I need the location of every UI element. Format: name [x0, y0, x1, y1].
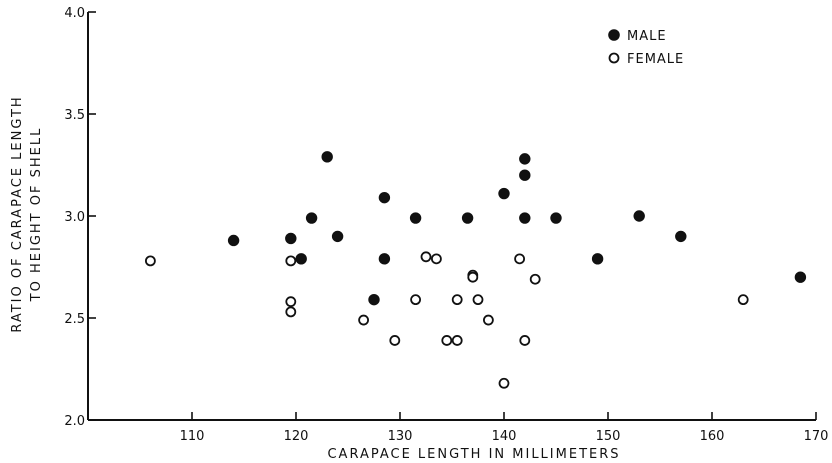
- legend: MALE FEMALE: [608, 29, 684, 67]
- point-male: [519, 153, 531, 165]
- point-male: [331, 230, 344, 243]
- legend-marker-female: [608, 52, 620, 64]
- x-tick-label: 140: [492, 429, 517, 444]
- x-tick-label: 160: [700, 429, 725, 444]
- point-female: [358, 314, 370, 326]
- point-female: [420, 251, 432, 263]
- legend-label-male: MALE: [627, 29, 667, 44]
- point-female: [144, 255, 156, 267]
- point-male: [794, 271, 807, 283]
- point-male: [368, 293, 380, 306]
- point-male: [498, 187, 510, 200]
- point-male: [675, 230, 687, 243]
- point-male: [633, 210, 645, 222]
- point-female: [472, 294, 484, 306]
- point-female: [389, 335, 401, 346]
- point-female: [514, 253, 525, 265]
- x-tick-label: 130: [388, 429, 413, 444]
- point-male: [227, 234, 240, 247]
- point-female: [430, 253, 442, 265]
- point-female: [285, 255, 297, 267]
- point-male: [285, 232, 297, 245]
- point-male: [321, 151, 333, 163]
- point-female: [737, 294, 749, 306]
- point-male: [591, 253, 604, 265]
- point-male: [519, 169, 531, 181]
- y-tick-label: 3.5: [64, 108, 85, 123]
- x-tick-label: 170: [804, 429, 829, 444]
- point-female: [467, 271, 479, 283]
- point-female: [529, 273, 541, 285]
- x-tick-label: 150: [596, 429, 621, 444]
- point-male: [461, 212, 474, 224]
- x-axis-title: CARAPACE LENGTH IN MILLIMETERS: [327, 447, 620, 462]
- y-axis-title: RATIO OF CARAPACE LENGTH TO HEIGHT OF SH…: [10, 95, 44, 332]
- y-tick-label: 2.5: [64, 312, 85, 327]
- point-male: [519, 212, 531, 224]
- y-axis-title-line-1: RATIO OF CARAPACE LENGTH: [10, 95, 25, 332]
- point-female: [451, 294, 463, 306]
- y-tick-label: 4.0: [64, 6, 85, 21]
- point-male: [295, 253, 307, 265]
- y-axis-title-line-2: TO HEIGHT OF SHELL: [29, 127, 44, 303]
- point-female: [482, 314, 494, 326]
- legend-marker-male: [608, 29, 620, 41]
- y-tick-label: 3.0: [64, 210, 85, 225]
- ticks: 110 120 130 140 150 160 170 2.0 2.5 3.0 3.5 4.0: [64, 6, 828, 444]
- point-male: [378, 191, 391, 204]
- y-tick-label: 2.0: [64, 414, 85, 429]
- point-female: [441, 335, 453, 346]
- legend-label-female: FEMALE: [627, 52, 684, 67]
- point-female: [285, 306, 297, 318]
- point-female: [285, 296, 297, 308]
- point-male: [550, 212, 562, 224]
- point-female: [498, 377, 510, 389]
- point-female: [410, 294, 422, 306]
- point-male: [378, 253, 391, 265]
- axes: [87, 12, 816, 421]
- point-female: [519, 335, 531, 346]
- x-tick-label: 110: [180, 429, 205, 444]
- point-male: [409, 212, 422, 224]
- point-female: [451, 335, 463, 346]
- x-tick-label: 120: [284, 429, 309, 444]
- data-points: [144, 151, 807, 389]
- point-male: [305, 212, 318, 224]
